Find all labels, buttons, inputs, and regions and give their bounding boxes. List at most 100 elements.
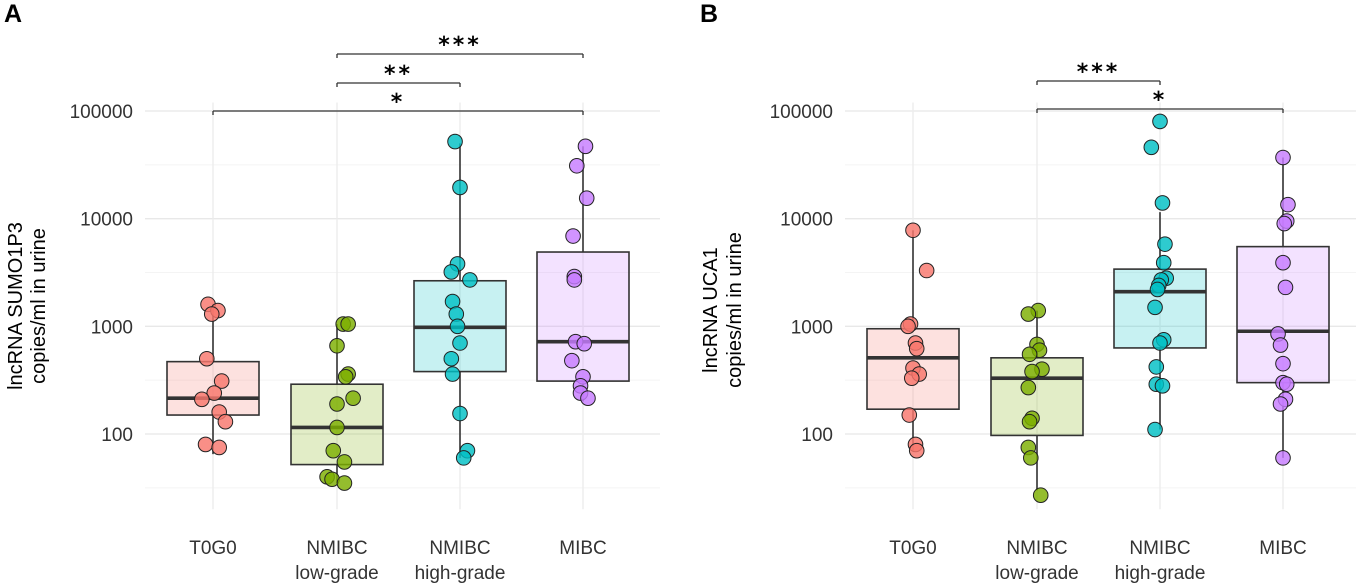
- data-point: [566, 272, 583, 288]
- y-tick-label: 10000: [780, 210, 833, 231]
- chart-panel-b: 100 1000 10000 100000 lncRNA UCA1 copies/ml i…: [700, 60, 1356, 584]
- x-tick-label: MIBC: [559, 538, 607, 559]
- x-tick-sublabel: low-grade: [995, 563, 1078, 584]
- y-axis-label-units: copies/ml in urine: [724, 232, 746, 388]
- data-point: [345, 390, 361, 407]
- data-point: [1278, 376, 1295, 393]
- data-point: [903, 370, 920, 386]
- data-point: [194, 391, 210, 408]
- x-tick-label: NMIBC: [306, 538, 367, 559]
- data-point: [564, 352, 580, 369]
- panel-letter-a: A: [4, 0, 22, 28]
- data-point: [908, 442, 925, 459]
- data-point: [455, 450, 472, 466]
- data-point: [1277, 279, 1294, 296]
- data-point: [565, 228, 581, 244]
- data-point: [1276, 215, 1293, 232]
- panel-letter-b: B: [700, 0, 718, 28]
- data-point: [569, 157, 585, 174]
- data-point: [580, 390, 596, 407]
- significance-label: ***: [1077, 60, 1121, 85]
- data-point: [1147, 299, 1163, 316]
- data-point: [462, 272, 478, 288]
- data-point: [447, 133, 463, 150]
- data-point: [1020, 379, 1037, 396]
- data-point: [1147, 421, 1163, 438]
- data-point: [1152, 335, 1168, 351]
- data-point: [1020, 306, 1037, 322]
- data-point: [199, 350, 215, 367]
- data-point: [900, 318, 916, 335]
- data-point: [918, 262, 935, 279]
- data-point: [325, 442, 342, 459]
- data-point: [444, 366, 461, 382]
- data-point: [1275, 450, 1291, 466]
- y-tick-label: 10000: [80, 210, 133, 231]
- data-point: [452, 405, 468, 422]
- data-point: [1154, 195, 1171, 211]
- x-tick-sublabel: high-grade: [415, 563, 506, 584]
- x-tick-label: MIBC: [1259, 538, 1307, 559]
- significance-label: *: [1153, 88, 1168, 113]
- x-tick-label: NMIBC: [1006, 538, 1067, 559]
- y-tick-label: 1000: [91, 317, 133, 338]
- data-point: [329, 337, 345, 354]
- data-point: [1155, 254, 1172, 271]
- data-point: [1032, 487, 1049, 504]
- data-point: [1021, 346, 1038, 363]
- y-tick-label: 100: [101, 425, 133, 446]
- y-tick-label: 100000: [70, 102, 133, 123]
- data-point: [1148, 359, 1165, 375]
- data-point: [336, 454, 353, 470]
- data-point: [443, 350, 460, 367]
- data-point: [1157, 236, 1173, 252]
- data-point: [211, 439, 227, 456]
- data-point: [1275, 355, 1291, 372]
- data-point: [1024, 363, 1040, 380]
- data-point: [452, 335, 468, 351]
- x-tick-sublabel: high-grade: [1115, 563, 1206, 584]
- y-axis-label-units: copies/ml in urine: [28, 228, 50, 384]
- y-axis-label: lncRNA UCA1: [700, 247, 722, 373]
- y-tick-label: 100000: [770, 102, 833, 123]
- data-point: [1021, 413, 1038, 430]
- data-point: [578, 190, 595, 206]
- data-point: [452, 179, 468, 196]
- data-point: [329, 396, 345, 412]
- data-point: [1272, 337, 1289, 353]
- x-tick-label: T0G0: [889, 538, 937, 559]
- data-point: [1152, 113, 1168, 130]
- data-point: [901, 407, 918, 423]
- significance-label: ***: [438, 33, 482, 58]
- data-point: [449, 318, 466, 335]
- significance-label: **: [384, 62, 413, 87]
- data-point: [576, 335, 593, 352]
- significance-label: *: [391, 90, 406, 115]
- data-point: [1275, 149, 1291, 166]
- y-tick-label: 100: [801, 425, 833, 446]
- data-point: [1154, 378, 1171, 394]
- box-4: [536, 251, 630, 382]
- data-point: [905, 222, 921, 239]
- data-point: [337, 368, 354, 385]
- data-point: [1143, 139, 1160, 156]
- data-point: [1023, 450, 1039, 466]
- data-point: [206, 385, 223, 401]
- data-point: [336, 475, 353, 491]
- y-axis-label: lncRNA SUMO1P3: [5, 222, 27, 390]
- data-point: [1280, 196, 1296, 213]
- data-point: [213, 373, 230, 389]
- data-point: [329, 419, 345, 436]
- data-point: [1149, 281, 1166, 298]
- data-point: [340, 316, 356, 332]
- y-tick-label: 1000: [791, 317, 833, 338]
- data-point: [203, 306, 220, 322]
- x-tick-label: NMIBC: [1129, 538, 1190, 559]
- chart-panel-a: 100 1000 10000 100000 lncRNA SUMO1P3 copies/m…: [5, 33, 660, 584]
- data-point: [443, 264, 460, 280]
- data-point: [1272, 396, 1289, 412]
- data-point: [577, 138, 594, 155]
- x-tick-label: T0G0: [189, 538, 237, 559]
- data-point: [908, 340, 925, 357]
